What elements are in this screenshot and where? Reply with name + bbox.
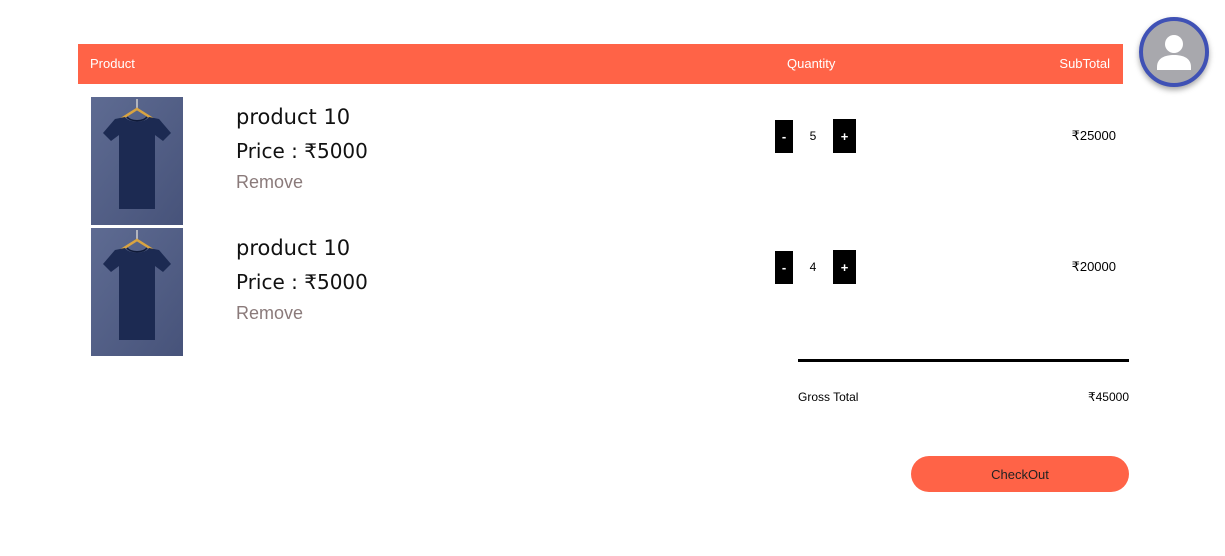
cart-item-row: product 10 Price : ₹5000 Remove - 4 + ₹2… <box>91 228 1131 356</box>
product-price: Price : ₹5000 <box>236 270 368 294</box>
tshirt-icon <box>91 97 183 225</box>
remove-link[interactable]: Remove <box>236 172 304 192</box>
tshirt-icon <box>91 228 183 356</box>
header-subtotal-label: SubTotal <box>1059 56 1110 71</box>
product-image[interactable] <box>91 97 183 225</box>
header-product-label: Product <box>90 56 135 71</box>
quantity-value: 4 <box>809 260 817 274</box>
totals-divider <box>798 359 1129 362</box>
person-icon <box>1157 35 1191 70</box>
header-quantity-label: Quantity <box>787 56 836 71</box>
remove-link[interactable]: Remove <box>236 303 304 323</box>
cart-item-row: product 10 Price : ₹5000 Remove - 5 + ₹2… <box>91 97 1131 225</box>
quantity-increment-button[interactable]: + <box>833 250 856 284</box>
quantity-value: 5 <box>809 129 817 143</box>
checkout-button[interactable]: CheckOut <box>911 456 1129 492</box>
item-subtotal: ₹25000 <box>1071 128 1116 143</box>
gross-total-label: Gross Total <box>798 390 859 404</box>
product-price: Price : ₹5000 <box>236 139 368 163</box>
cart-table-header: Product Quantity SubTotal <box>78 44 1123 84</box>
product-name[interactable]: product 10 <box>236 236 351 260</box>
quantity-increment-button[interactable]: + <box>833 119 856 153</box>
gross-total-value: ₹45000 <box>1087 390 1129 404</box>
product-image[interactable] <box>91 228 183 356</box>
user-avatar-icon[interactable] <box>1139 17 1209 87</box>
quantity-decrement-button[interactable]: - <box>775 251 793 284</box>
item-subtotal: ₹20000 <box>1071 259 1116 274</box>
quantity-decrement-button[interactable]: - <box>775 120 793 153</box>
product-name[interactable]: product 10 <box>236 105 351 129</box>
